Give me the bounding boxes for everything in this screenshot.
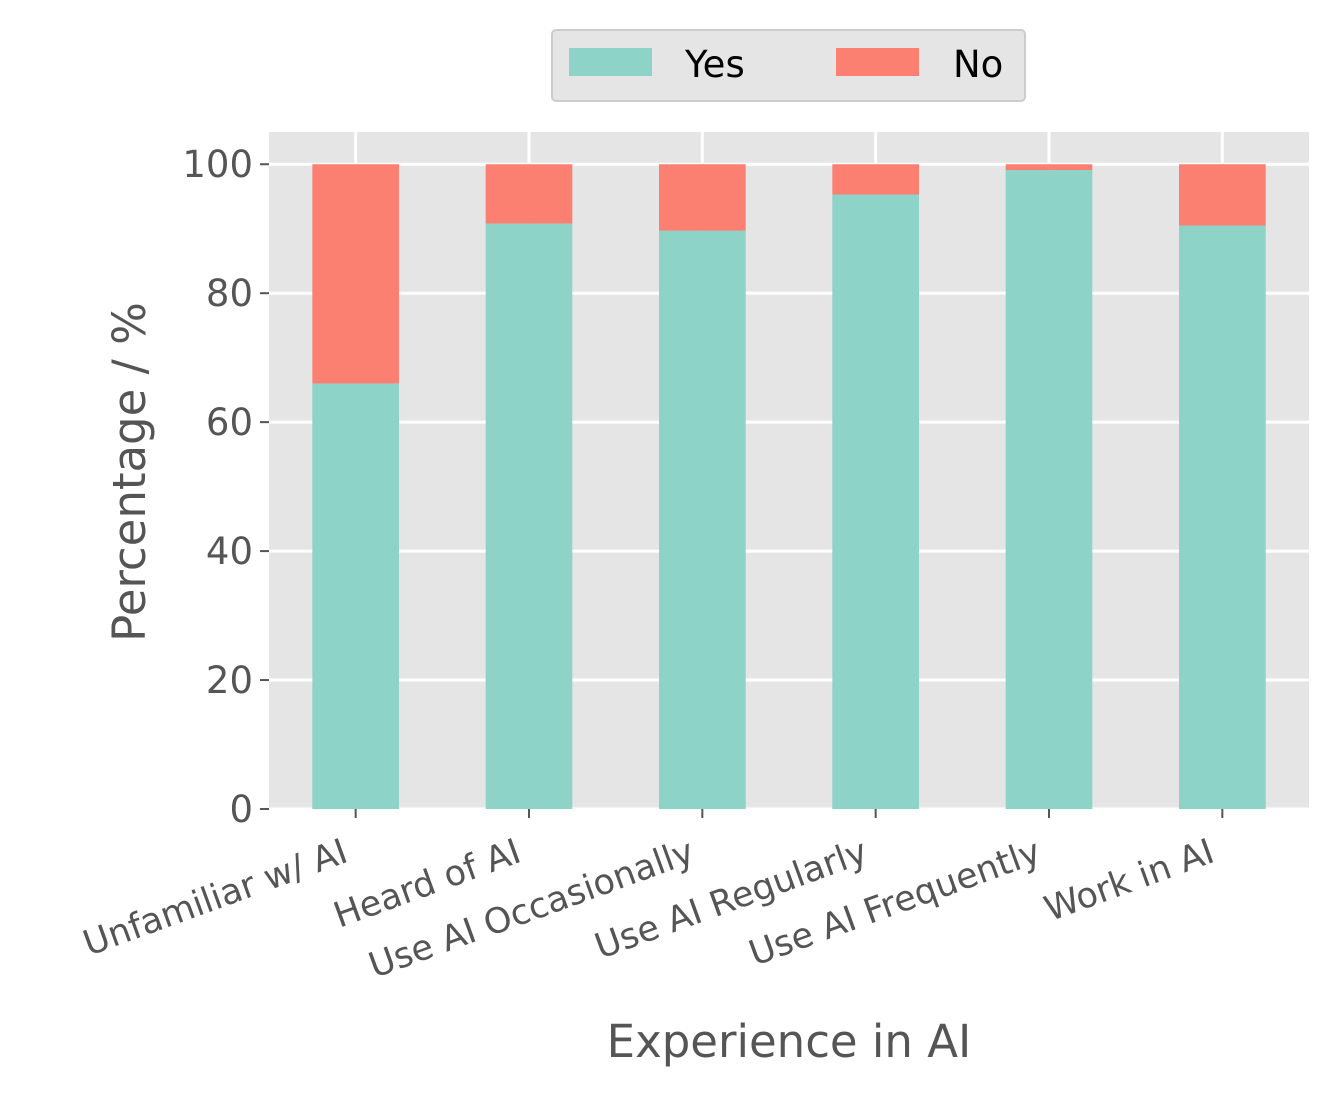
bar-yes [832,194,919,810]
legend-label-yes: Yes [684,43,745,86]
bar-no [312,164,399,384]
bar-no [1179,164,1266,226]
bar-no [832,164,919,195]
bar-no [1005,164,1093,171]
y-tick-label: 20 [206,659,253,702]
legend-frame [551,29,1026,102]
y-tick-label: 0 [229,788,253,831]
x-tick-label: Unfamiliar w/ AI [78,832,353,965]
y-tick-label: 80 [206,272,253,315]
plot-background [269,132,1309,809]
y-axis-ticks: 0 20 40 60 80 100 [182,143,269,831]
legend-swatch-no [836,48,919,76]
legend-label-no: No [953,43,1003,86]
bar-yes [1005,170,1093,809]
bars [312,164,1266,810]
bar-yes [485,223,573,810]
bar-no [485,164,573,224]
legend: Yes No [551,29,1026,102]
x-tick-label: Use AI Frequently [744,832,1046,975]
legend-swatch-yes [569,48,652,76]
bar-yes [659,230,746,810]
y-tick-label: 60 [206,401,253,444]
bar-yes [312,383,399,809]
x-tick-label: Work in AI [1039,832,1219,930]
y-tick-label: 40 [206,530,253,573]
bar-no [659,164,746,231]
x-axis-label: Experience in AI [607,1015,972,1068]
bar-yes [1179,225,1266,809]
y-axis-label: Percentage / % [103,302,156,642]
y-tick-label: 100 [182,143,253,186]
